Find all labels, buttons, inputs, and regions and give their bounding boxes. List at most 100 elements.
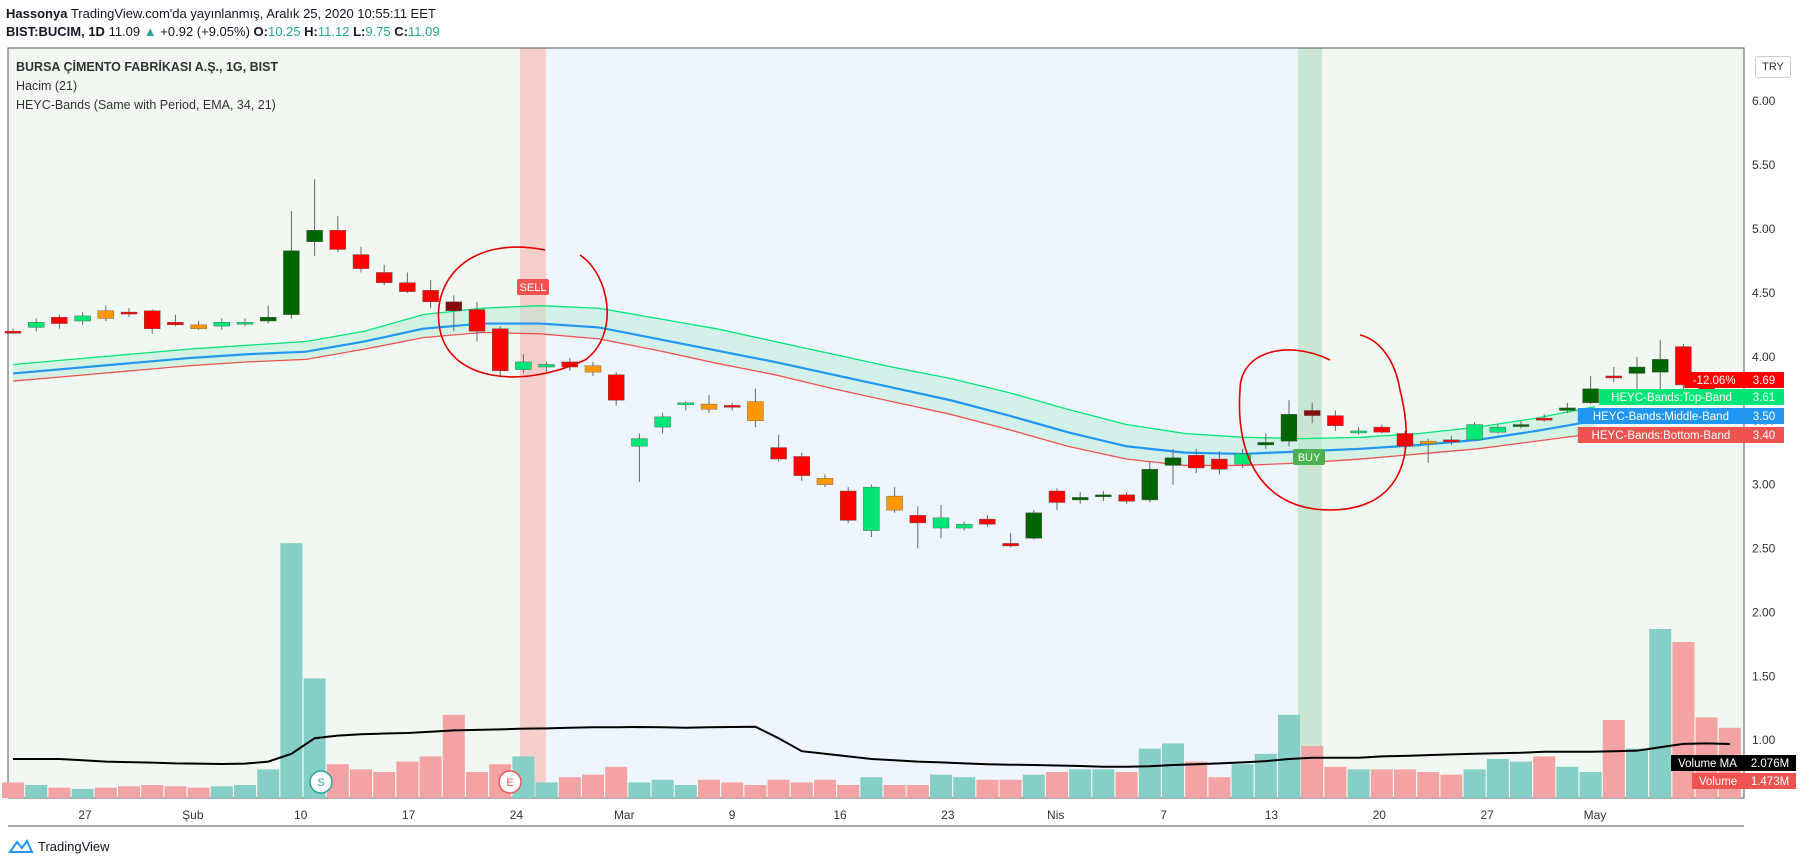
low-value: 9.75 [365,24,391,39]
low-label: L: [353,24,366,39]
price-label-value: 3.69 [1753,375,1775,387]
price-label-name: HEYC-Bands:Middle-Band [1593,411,1729,423]
candle-body [1419,440,1437,444]
time-tick-label: 13 [1265,808,1279,822]
volume-bar [373,772,396,798]
sell-signal: SELL [517,279,549,295]
volume-bar [1556,766,1579,798]
candle-body [399,282,416,292]
price-label-value-box [1744,427,1784,443]
candle-body [1071,497,1089,501]
candle-body [306,230,323,242]
price-tick-label: 2.50 [1752,542,1776,556]
volume-bar [930,774,952,798]
candle-body [120,311,138,315]
brand-name: TradingView [38,838,110,854]
candle-body [1489,426,1507,433]
candle-body [909,515,926,524]
volume-bar [1533,756,1556,798]
currency-button[interactable]: TRY [1755,56,1791,78]
candle-body [747,401,764,421]
legend-bands[interactable]: HEYC-Bands (Same with Period, EMA, 34, 2… [16,98,276,112]
price-tick-label: 3.00 [1752,478,1776,492]
candle-body [1605,375,1623,379]
volume-bar [558,777,581,798]
volume-bar [999,779,1022,798]
price-tick-label: 1.00 [1752,733,1776,747]
volume-bar [1579,772,1602,798]
time-tick-label: Şub [182,808,204,822]
time-tick-label: 10 [294,808,308,822]
volume-bar [71,788,94,798]
chart-legend: BURSA ÇİMENTO FABRİKASI A.Ş., 1G, BIST H… [16,58,278,115]
volume-bar [350,769,372,798]
candle-body [283,250,300,315]
volume-bar [234,785,256,798]
volume-label-name: Volume [1699,776,1737,788]
legend-title: BURSA ÇİMENTO FABRİKASI A.Ş., 1G, BIST [16,60,279,74]
candle-body [236,322,254,325]
volume-label-value-box [1744,755,1796,771]
buy-zone [1298,48,1322,798]
price-label-box [1684,372,1744,388]
volume-bar [582,774,604,798]
candle-body [515,361,532,370]
time-tick-label: 20 [1373,808,1387,822]
volume-bar [674,785,697,798]
legend-volume[interactable]: Hacim (21) [16,79,78,93]
candle-body [1466,424,1483,441]
price-tick-label: 4.50 [1752,286,1776,300]
candle-body [445,301,462,311]
volume-bar [326,764,349,798]
time-tick-label: 27 [1480,808,1494,822]
time-tick-label: 16 [833,808,847,822]
candle-body [4,331,22,334]
price-tick-label: 1.50 [1752,669,1776,683]
bottom-band-line [12,331,1596,467]
candle-body [724,405,741,408]
sell-zone [520,48,546,798]
volume-bar [1649,629,1672,798]
ohlc-bar: BIST:BUCIM, 1D 11.09 ▲ +0.92 (+9.05%) O:… [6,24,440,39]
candle-body [51,316,68,324]
price-label-box [1599,389,1744,405]
middle-band-line [12,322,1596,456]
candle-body [329,230,346,250]
volume-bar [1046,772,1068,798]
price-label-box [1577,408,1744,424]
price-change: +0.92 (+9.05%) [160,24,250,39]
volume-bar [442,714,465,798]
volume-bar [790,782,813,798]
volume-bar [257,769,280,798]
price-label-value-box [1744,408,1784,424]
volume-label-name: Volume MA [1678,758,1737,770]
candle-body [1048,490,1066,503]
event-marker [498,770,522,794]
volume-bar [860,777,883,798]
price-label-value: 3.40 [1753,430,1775,442]
volume-bar [1510,761,1532,798]
last-price: 11.09 [108,24,141,39]
close-value: 11.09 [408,24,440,39]
footer-brand[interactable]: TradingView [8,838,110,854]
candle-body [1257,442,1275,446]
volume-bar [1185,761,1208,798]
candle-body [538,364,555,368]
volume-ma-line [13,725,1730,768]
volume-bar [883,785,906,798]
time-tick-label: 27 [78,808,92,822]
annotation-circle [1238,334,1407,511]
event-marker-label: S [317,777,324,789]
volume-bar [1463,769,1486,798]
candle-body [1280,414,1298,442]
candle-body [143,310,161,329]
price-label-box [1577,427,1744,443]
volume-bar [1162,743,1184,798]
candle-body [1211,458,1228,470]
candle-body [700,403,718,410]
price-label-name: HEYC-Bands:Bottom-Band [1592,430,1731,442]
candle-body [677,402,694,406]
buy-signal-box [1293,449,1325,465]
candle-body [1025,512,1043,539]
